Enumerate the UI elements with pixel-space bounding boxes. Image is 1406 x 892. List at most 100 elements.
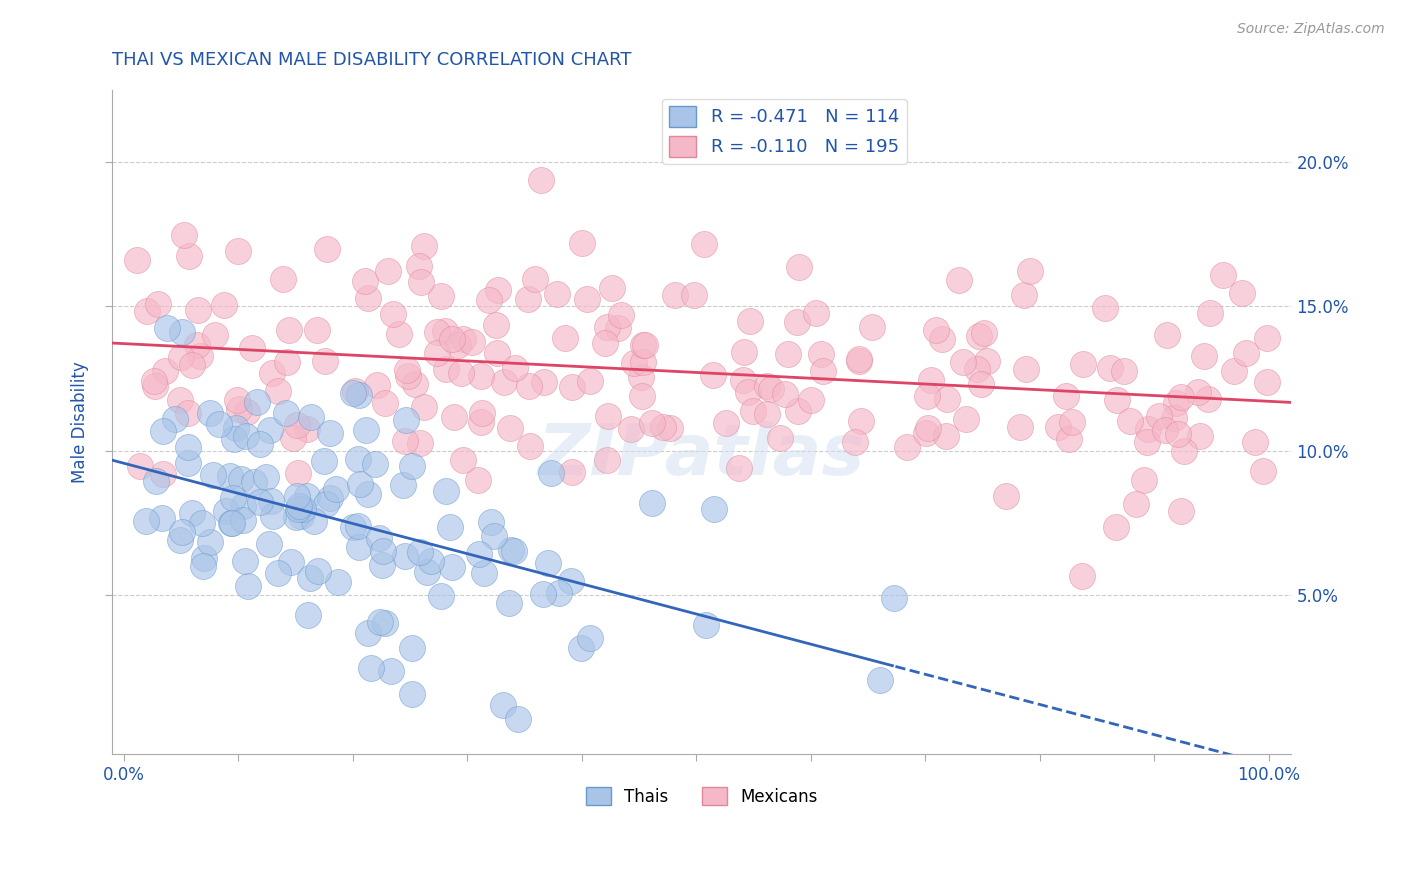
Point	[127, 253, 149, 268]
Point	[401, 459, 423, 474]
Point	[883, 591, 905, 606]
Point	[630, 369, 652, 384]
Point	[786, 315, 808, 329]
Point	[409, 436, 432, 450]
Point	[499, 543, 522, 558]
Point	[426, 346, 449, 360]
Point	[191, 559, 214, 574]
Point	[420, 554, 443, 568]
Point	[229, 472, 252, 486]
Point	[377, 264, 399, 278]
Point	[1153, 423, 1175, 437]
Point	[470, 368, 492, 383]
Point	[221, 516, 243, 530]
Point	[221, 491, 243, 505]
Point	[233, 554, 256, 568]
Point	[917, 421, 939, 435]
Point	[952, 355, 974, 369]
Point	[641, 496, 664, 510]
Point	[285, 489, 308, 503]
Point	[240, 341, 263, 355]
Point	[1015, 362, 1038, 376]
Point	[1132, 473, 1154, 487]
Point	[486, 283, 509, 297]
Point	[869, 673, 891, 687]
Point	[683, 288, 706, 302]
Point	[778, 346, 800, 360]
Point	[297, 422, 319, 436]
Point	[936, 392, 959, 406]
Point	[703, 501, 725, 516]
Point	[315, 497, 337, 511]
Point	[249, 436, 271, 450]
Point	[143, 374, 166, 388]
Point	[388, 326, 411, 341]
Point	[169, 392, 191, 407]
Point	[129, 458, 152, 473]
Point	[1192, 349, 1215, 363]
Point	[357, 626, 380, 640]
Point	[1234, 345, 1257, 359]
Point	[593, 336, 616, 351]
Point	[561, 465, 583, 479]
Point	[278, 323, 301, 337]
Point	[554, 331, 576, 345]
Point	[844, 435, 866, 450]
Point	[357, 487, 380, 501]
Point	[315, 243, 337, 257]
Point	[967, 328, 990, 343]
Point	[1010, 420, 1032, 434]
Point	[177, 441, 200, 455]
Point	[307, 323, 329, 337]
Point	[641, 417, 664, 431]
Point	[948, 273, 970, 287]
Point	[1136, 434, 1159, 449]
Point	[366, 378, 388, 392]
Point	[1012, 288, 1035, 302]
Point	[925, 323, 948, 337]
Legend: Thais, Mexicans: Thais, Mexicans	[579, 780, 824, 813]
Point	[325, 482, 347, 496]
Point	[737, 385, 759, 400]
Point	[288, 499, 311, 513]
Point	[148, 297, 170, 311]
Point	[232, 513, 254, 527]
Point	[243, 475, 266, 490]
Point	[434, 324, 457, 338]
Point	[249, 494, 271, 508]
Point	[425, 325, 447, 339]
Point	[260, 493, 283, 508]
Point	[451, 332, 474, 346]
Point	[443, 410, 465, 425]
Point	[860, 320, 883, 334]
Point	[349, 476, 371, 491]
Point	[177, 406, 200, 420]
Point	[439, 520, 461, 534]
Point	[381, 307, 404, 321]
Point	[742, 404, 765, 418]
Point	[492, 376, 515, 390]
Point	[276, 406, 298, 420]
Point	[540, 466, 562, 480]
Point	[921, 373, 943, 387]
Point	[135, 514, 157, 528]
Point	[486, 345, 509, 359]
Point	[467, 473, 489, 487]
Point	[208, 417, 231, 432]
Point	[225, 393, 247, 408]
Text: Source: ZipAtlas.com: Source: ZipAtlas.com	[1237, 22, 1385, 37]
Point	[280, 555, 302, 569]
Point	[246, 395, 269, 409]
Point	[499, 421, 522, 435]
Point	[1164, 396, 1187, 410]
Point	[364, 457, 387, 471]
Point	[200, 534, 222, 549]
Point	[848, 354, 870, 368]
Point	[254, 470, 277, 484]
Point	[235, 429, 257, 443]
Point	[775, 386, 797, 401]
Point	[631, 389, 654, 403]
Point	[579, 631, 602, 645]
Point	[1105, 392, 1128, 407]
Point	[152, 467, 174, 482]
